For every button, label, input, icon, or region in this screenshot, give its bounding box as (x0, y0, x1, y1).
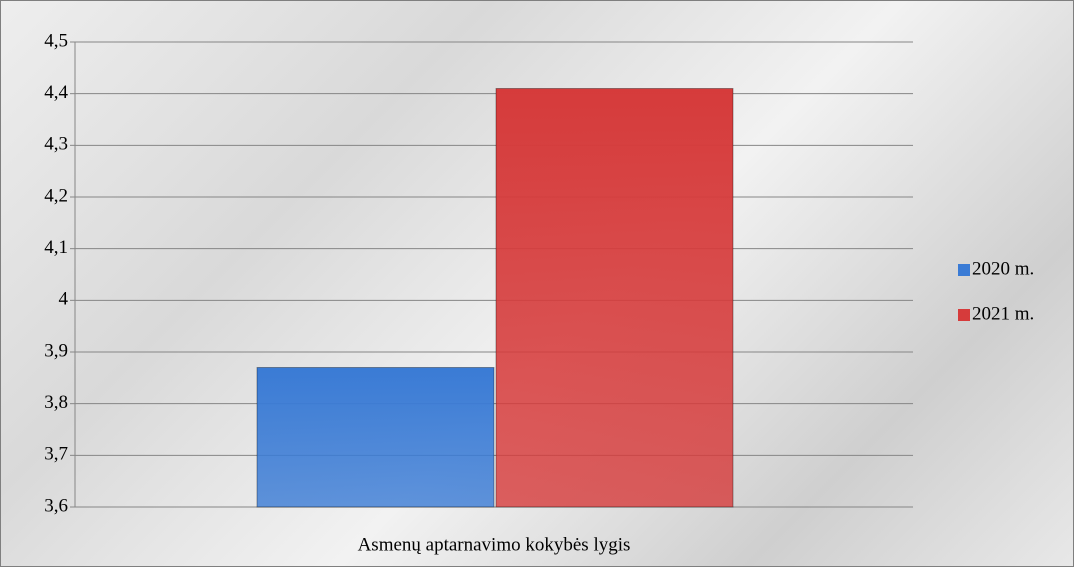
y-tick-label: 4 (59, 289, 69, 310)
x-tick-label: Asmenų aptarnavimo kokybės lygis (358, 534, 631, 555)
legend-label: 2021 m. (972, 303, 1034, 324)
y-tick-label: 3,8 (44, 392, 68, 413)
bar (495, 88, 734, 508)
y-tick-label: 3,9 (44, 340, 68, 361)
y-tick-label: 4,4 (44, 82, 68, 103)
y-tick-label: 3,6 (44, 495, 68, 516)
legend-swatch (958, 264, 970, 276)
y-tick-label: 4,3 (44, 134, 68, 155)
bar (256, 367, 495, 508)
y-tick-label: 4,5 (44, 30, 68, 51)
y-tick-label: 4,2 (44, 185, 68, 206)
legend-swatch (958, 309, 970, 321)
legend-label: 2020 m. (972, 258, 1034, 279)
y-tick-label: 3,7 (44, 444, 68, 465)
y-tick-label: 4,1 (44, 237, 68, 258)
